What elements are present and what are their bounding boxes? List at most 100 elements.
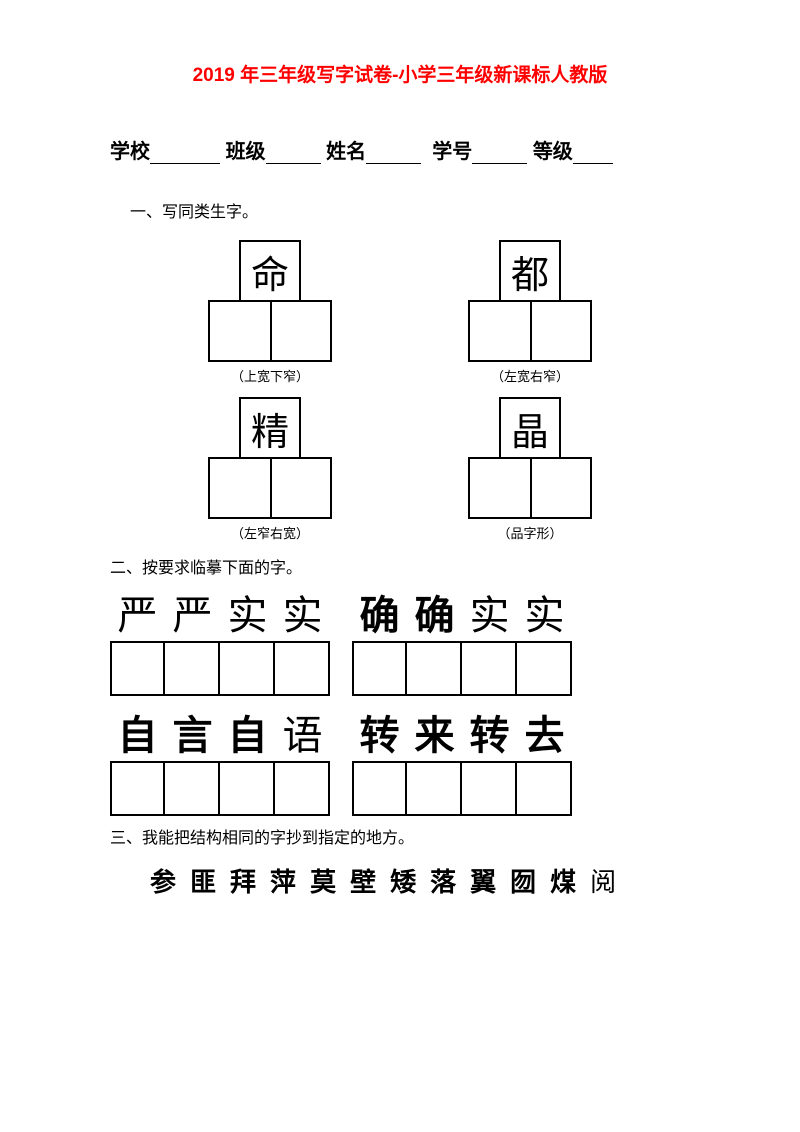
phrase-answer-box[interactable] xyxy=(517,761,572,816)
phrase-answer-box[interactable] xyxy=(352,761,407,816)
student-info-line: 学校 班级 姓名 学号 等级 xyxy=(110,135,690,164)
char-caption: （上宽下窄） xyxy=(231,366,309,385)
phrase-char: 自 xyxy=(220,704,275,759)
phrase-answer-box[interactable] xyxy=(165,761,220,816)
phrase-char: 严 xyxy=(110,584,165,639)
phrase-group: 确确实实 xyxy=(352,584,572,696)
list-char: 莫 xyxy=(310,867,350,897)
phrase-answer-box[interactable] xyxy=(110,641,165,696)
answer-box[interactable] xyxy=(270,300,332,362)
grade-blank[interactable] xyxy=(573,142,613,164)
example-char-box: 命 xyxy=(239,240,301,302)
id-blank[interactable] xyxy=(472,142,527,164)
example-char-box: 精 xyxy=(239,397,301,459)
name-label: 姓名 xyxy=(326,141,366,163)
phrase-answer-box[interactable] xyxy=(165,641,220,696)
list-char: 参 xyxy=(150,867,190,897)
char-block: 命 （上宽下窄） xyxy=(208,240,332,385)
section3-heading: 三、我能把结构相同的字抄到指定的地方。 xyxy=(110,824,690,848)
list-char: 落 xyxy=(430,867,470,897)
phrase-char: 实 xyxy=(220,584,275,639)
phrase-answer-box[interactable] xyxy=(407,641,462,696)
phrase-group: 严严实实 xyxy=(110,584,330,696)
name-blank[interactable] xyxy=(366,142,421,164)
class-label: 班级 xyxy=(226,141,266,163)
list-char: 囫 xyxy=(510,867,550,897)
phrase-chars: 严严实实 xyxy=(110,584,330,639)
school-label: 学校 xyxy=(110,141,150,163)
phrase-char: 确 xyxy=(407,584,462,639)
list-char: 矮 xyxy=(390,867,430,897)
section2-heading: 二、按要求临摹下面的字。 xyxy=(110,554,690,578)
phrase-char: 言 xyxy=(165,704,220,759)
phrase-answer-boxes xyxy=(110,761,330,816)
char-grid-row-2: 精 （左窄右宽） 晶 （品字形） xyxy=(110,397,690,542)
answer-box[interactable] xyxy=(208,457,270,519)
phrase-group: 转来转去 xyxy=(352,704,572,816)
class-blank[interactable] xyxy=(266,142,321,164)
answer-boxes xyxy=(208,300,332,362)
page-title: 2019 年三年级写字试卷-小学三年级新课标人教版 xyxy=(110,60,690,87)
phrase-row: 自言自语转来转去 xyxy=(110,704,690,816)
phrase-char: 来 xyxy=(407,704,462,759)
phrase-answer-box[interactable] xyxy=(220,761,275,816)
phrase-char: 确 xyxy=(352,584,407,639)
phrase-char: 实 xyxy=(275,584,330,639)
char-caption: （左窄右宽） xyxy=(231,523,309,542)
list-char: 煤 xyxy=(550,867,590,897)
phrase-char: 自 xyxy=(110,704,165,759)
answer-box[interactable] xyxy=(530,457,592,519)
phrase-char: 语 xyxy=(275,704,330,759)
list-char: 萍 xyxy=(270,867,310,897)
char-caption: （品字形） xyxy=(497,523,562,542)
list-char: 拜 xyxy=(230,867,270,897)
answer-boxes xyxy=(208,457,332,519)
list-char: 翼 xyxy=(470,867,510,897)
char-block: 晶 （品字形） xyxy=(468,397,592,542)
answer-box[interactable] xyxy=(468,457,530,519)
char-list: 参匪拜萍莫壁矮落翼囫煤阅 xyxy=(150,862,690,899)
phrase-chars: 转来转去 xyxy=(352,704,572,759)
phrase-answer-box[interactable] xyxy=(517,641,572,696)
phrase-char: 实 xyxy=(517,584,572,639)
phrase-answer-box[interactable] xyxy=(220,641,275,696)
list-char: 壁 xyxy=(350,867,390,897)
char-grid-row-1: 命 （上宽下窄） 都 （左宽右窄） xyxy=(110,240,690,385)
char-block: 都 （左宽右窄） xyxy=(468,240,592,385)
char-block: 精 （左窄右宽） xyxy=(208,397,332,542)
phrase-answer-box[interactable] xyxy=(275,761,330,816)
section1-heading: 一、写同类生字。 xyxy=(130,198,690,222)
phrase-answer-box[interactable] xyxy=(462,641,517,696)
phrase-char: 去 xyxy=(517,704,572,759)
answer-box[interactable] xyxy=(208,300,270,362)
phrase-chars: 自言自语 xyxy=(110,704,330,759)
answer-box[interactable] xyxy=(468,300,530,362)
school-blank[interactable] xyxy=(150,142,220,164)
answer-box[interactable] xyxy=(270,457,332,519)
char-caption: （左宽右窄） xyxy=(491,366,569,385)
phrase-answer-box[interactable] xyxy=(352,641,407,696)
list-char: 阅 xyxy=(590,868,630,897)
answer-box[interactable] xyxy=(530,300,592,362)
phrase-answer-box[interactable] xyxy=(462,761,517,816)
phrase-answer-box[interactable] xyxy=(110,761,165,816)
phrase-answer-box[interactable] xyxy=(275,641,330,696)
grade-label: 等级 xyxy=(533,141,573,163)
phrase-chars: 确确实实 xyxy=(352,584,572,639)
answer-boxes xyxy=(468,457,592,519)
example-char-box: 晶 xyxy=(499,397,561,459)
phrase-answer-box[interactable] xyxy=(407,761,462,816)
list-char: 匪 xyxy=(190,867,230,897)
phrase-group: 自言自语 xyxy=(110,704,330,816)
phrase-answer-boxes xyxy=(352,761,572,816)
phrase-row: 严严实实确确实实 xyxy=(110,584,690,696)
phrase-char: 实 xyxy=(462,584,517,639)
phrase-char: 严 xyxy=(165,584,220,639)
example-char-box: 都 xyxy=(499,240,561,302)
phrase-answer-boxes xyxy=(110,641,330,696)
phrase-char: 转 xyxy=(352,704,407,759)
answer-boxes xyxy=(468,300,592,362)
phrase-answer-boxes xyxy=(352,641,572,696)
phrase-char: 转 xyxy=(462,704,517,759)
phrases-container: 严严实实确确实实自言自语转来转去 xyxy=(110,584,690,816)
